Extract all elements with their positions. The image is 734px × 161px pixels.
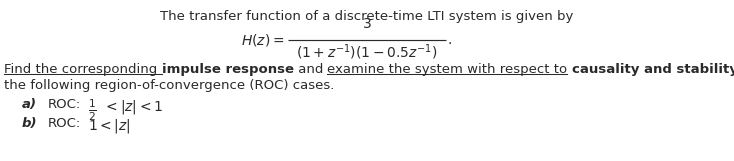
Text: causality and stability: causality and stability: [572, 63, 734, 76]
Text: ROC:: ROC:: [48, 117, 81, 130]
Text: and: and: [294, 63, 327, 76]
Text: impulse response: impulse response: [161, 63, 294, 76]
Text: the following region-of-convergence (ROC) cases.: the following region-of-convergence (ROC…: [4, 79, 335, 92]
Text: Find the corresponding: Find the corresponding: [4, 63, 161, 76]
Text: The transfer function of a discrete-time LTI system is given by: The transfer function of a discrete-time…: [160, 10, 574, 23]
Text: $(1+z^{-1})(1-0.5z^{-1})$: $(1+z^{-1})(1-0.5z^{-1})$: [297, 42, 437, 62]
Text: $1 < |z|$: $1 < |z|$: [88, 117, 131, 135]
Text: $H(z)=$: $H(z)=$: [241, 32, 284, 48]
Text: .: .: [448, 33, 452, 47]
Text: $\frac{1}{2}$: $\frac{1}{2}$: [88, 97, 97, 123]
Text: b): b): [22, 117, 37, 130]
Text: ROC:: ROC:: [48, 98, 81, 111]
Text: 3: 3: [363, 17, 371, 31]
Text: examine the system with respect to: examine the system with respect to: [327, 63, 567, 76]
Text: a): a): [22, 98, 37, 111]
Text: $< |z| < 1$: $< |z| < 1$: [103, 98, 164, 116]
